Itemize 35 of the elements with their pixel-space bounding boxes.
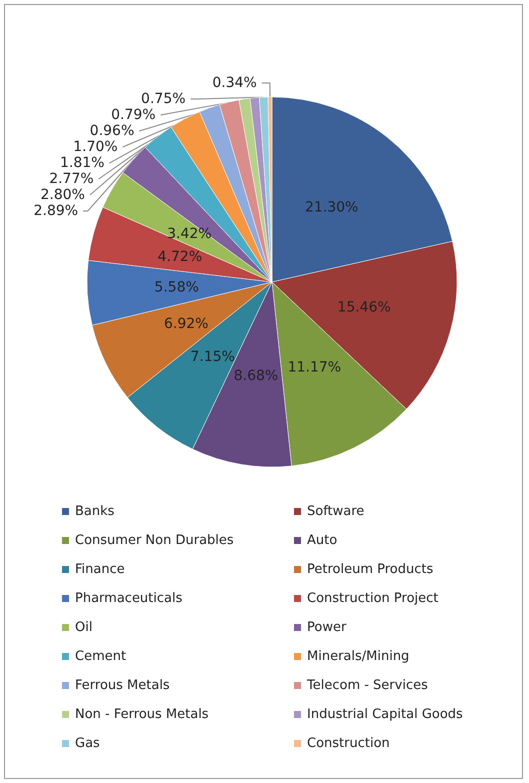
legend-label: Telecom - Services — [306, 678, 428, 693]
legend-label: Industrial Capital Goods — [307, 707, 464, 722]
legend-label: Consumer Non Durables — [75, 533, 234, 548]
legend-label: Construction — [307, 736, 390, 751]
legend-label: Ferrous Metals — [75, 678, 170, 693]
data-label: 8.68% — [234, 368, 278, 384]
legend-label: Cement — [75, 649, 126, 664]
legend-label: Petroleum Products — [307, 562, 434, 577]
data-label: 21.30% — [304, 199, 358, 216]
data-label: 0.79% — [111, 107, 156, 124]
data-label: 5.58% — [154, 280, 199, 296]
legend-label: Power — [307, 620, 347, 635]
data-label: 2.89% — [34, 203, 78, 220]
data-label: 11.17% — [288, 360, 342, 376]
legend-label: Minerals/Mining — [307, 649, 410, 664]
legend-label: Oil — [75, 620, 92, 635]
legend-label: Gas — [75, 736, 100, 751]
legend-label: Software — [307, 504, 364, 519]
legend-label: Non - Ferrous Metals — [75, 707, 209, 722]
legend-label: Construction Project — [307, 591, 438, 606]
data-label: 1.70% — [73, 139, 118, 156]
data-label: 2.77% — [49, 171, 94, 188]
legend-label: Pharmaceuticals — [75, 591, 183, 606]
legend-label: Auto — [307, 533, 338, 548]
data-label: 1.81% — [60, 155, 104, 172]
data-label: 0.75% — [141, 91, 186, 108]
legend-label: Banks — [75, 504, 115, 519]
data-label: 2.80% — [40, 187, 85, 204]
legend-label: Finance — [75, 562, 125, 577]
data-label: 7.15% — [190, 348, 235, 365]
data-label: 0.96% — [90, 123, 134, 140]
data-label: 15.46% — [337, 299, 391, 316]
data-label: 4.72% — [158, 248, 202, 265]
data-label: 0.34% — [212, 75, 257, 92]
data-label: 6.92% — [164, 316, 208, 332]
